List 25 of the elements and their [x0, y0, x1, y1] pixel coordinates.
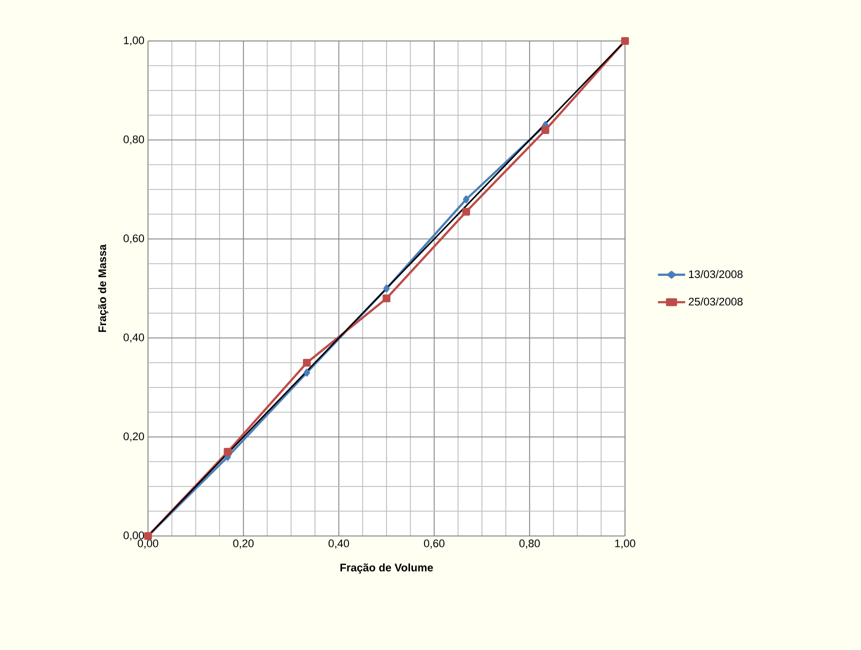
y-tick-label: 0,20 — [124, 432, 144, 442]
legend-label: 25/03/2008 — [688, 297, 743, 306]
y-tick-label: 0,80 — [124, 135, 144, 145]
y-tick-label: 0,60 — [124, 234, 144, 244]
y-tick-label: 1,00 — [124, 36, 144, 46]
point — [224, 448, 232, 456]
legend-label: 13/03/2008 — [689, 270, 743, 278]
point — [541, 126, 550, 134]
point — [383, 284, 390, 292]
x-tick-label: 1,00 — [615, 540, 636, 549]
x-tick-label: 0,40 — [328, 540, 350, 549]
y-tick-label: 0,00 — [124, 531, 144, 541]
y-tick-label: 0,40 — [124, 333, 144, 343]
y-axis-title: Fração de Massa — [98, 244, 108, 332]
x-tick-label: 0,20 — [233, 540, 254, 549]
point — [462, 208, 470, 216]
point — [304, 368, 310, 377]
x-tick-label: 0,00 — [138, 540, 158, 549]
point — [302, 358, 311, 367]
x-axis-title: Fração de Volume — [340, 563, 433, 574]
point — [382, 294, 390, 302]
x-tick-label: 0,60 — [424, 540, 444, 549]
point — [621, 37, 629, 45]
point — [462, 195, 470, 204]
x-tick-label: 0,80 — [519, 540, 540, 549]
